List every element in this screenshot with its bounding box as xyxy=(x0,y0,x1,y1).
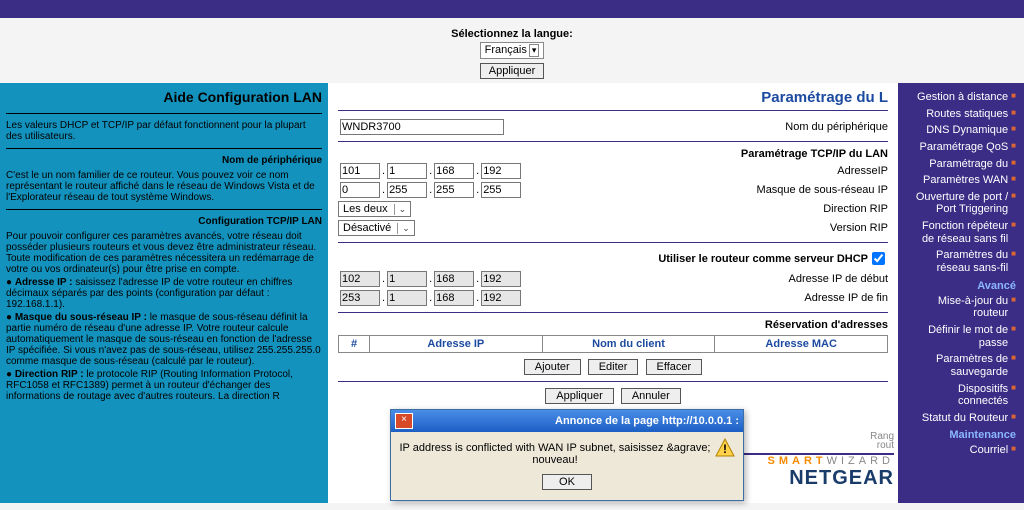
sidebar-item[interactable]: Paramètres de sauvegarde■ xyxy=(902,351,1020,380)
lang-label: Sélectionnez la langue: xyxy=(451,28,573,40)
mask-octet-4[interactable]: 0 xyxy=(340,182,380,198)
sidebar-item[interactable]: Mise-à-jour du routeur■ xyxy=(902,293,1020,322)
mask-octet-3[interactable]: 255 xyxy=(387,182,427,198)
language-dropdown[interactable]: Français▾ xyxy=(480,42,545,59)
sidebar-nav: Gestion à distance■Routes statiques■DNS … xyxy=(898,83,1024,503)
nav-category-maintenance: Maintenance xyxy=(902,426,1020,442)
add-button[interactable]: Ajouter xyxy=(524,359,581,375)
sidebar-item[interactable]: Gestion à distance■ xyxy=(902,89,1020,106)
apply-button[interactable]: Appliquer xyxy=(545,388,613,404)
alert-ok-button[interactable]: OK xyxy=(542,474,592,490)
reservation-table-header: # Adresse IP Nom du client Adresse MAC xyxy=(338,335,888,353)
sidebar-item[interactable]: Fonction répéteur de réseau sans fil■ xyxy=(902,218,1020,247)
chevron-down-icon: ⌄ xyxy=(397,223,410,234)
device-name-input[interactable]: WNDR3700 xyxy=(340,119,504,135)
language-selector: Sélectionnez la langue: Français▾ Appliq… xyxy=(0,18,1024,83)
alert-dialog: × Annonce de la page http://10.0.0.1 : !… xyxy=(390,409,744,501)
ip-octet-2[interactable]: 168 xyxy=(434,163,474,179)
sidebar-item[interactable]: Routes statiques■ xyxy=(902,106,1020,123)
ip-octet-3[interactable]: 1 xyxy=(387,163,427,179)
chevron-down-icon: ⌄ xyxy=(394,204,407,215)
chevron-down-icon: ▾ xyxy=(529,44,540,57)
apply-language-button[interactable]: Appliquer xyxy=(480,63,544,79)
sidebar-item[interactable]: Ouverture de port / Port Triggering■ xyxy=(902,189,1020,218)
nav-category-advanced: Avancé xyxy=(902,277,1020,293)
sidebar-item[interactable]: Dispositifs connectés■ xyxy=(902,381,1020,410)
alert-title: Annonce de la page http://10.0.0.1 : xyxy=(417,415,739,427)
sidebar-item[interactable]: Définir le mot de passe■ xyxy=(902,322,1020,351)
ip-octet-4[interactable]: 101 xyxy=(340,163,380,179)
sidebar-item[interactable]: Paramétrage QoS■ xyxy=(902,139,1020,156)
dhcp-checkbox[interactable] xyxy=(872,252,885,265)
svg-text:!: ! xyxy=(723,442,727,456)
mask-octet-2[interactable]: 255 xyxy=(434,182,474,198)
delete-button[interactable]: Effacer xyxy=(646,359,703,375)
ip-octet-1[interactable]: 192 xyxy=(481,163,521,179)
help-title: Aide Configuration LAN xyxy=(6,89,322,105)
rip-direction-select[interactable]: Les deux⌄ xyxy=(338,201,411,217)
mask-octet-1[interactable]: 255 xyxy=(481,182,521,198)
cancel-button[interactable]: Annuler xyxy=(621,388,681,404)
sidebar-item[interactable]: DNS Dynamique■ xyxy=(902,122,1020,139)
help-panel: Aide Configuration LAN Les valeurs DHCP … xyxy=(0,83,328,503)
close-icon[interactable]: × xyxy=(395,413,413,429)
warning-icon: ! xyxy=(715,438,735,458)
sidebar-item[interactable]: Courriel■ xyxy=(902,442,1020,459)
sidebar-item[interactable]: Statut du Routeur■ xyxy=(902,410,1020,427)
sidebar-item[interactable]: Paramètres WAN■ xyxy=(902,172,1020,189)
edit-button[interactable]: Editer xyxy=(588,359,639,375)
sidebar-item[interactable]: Paramètres du réseau sans-fil■ xyxy=(902,247,1020,276)
alert-message: IP address is conflicted with WAN IP sub… xyxy=(399,442,735,466)
rip-version-select[interactable]: Désactivé⌄ xyxy=(338,220,415,236)
sidebar-item[interactable]: Paramétrage du■ xyxy=(902,156,1020,173)
section-title: Paramétrage du L xyxy=(338,89,888,111)
